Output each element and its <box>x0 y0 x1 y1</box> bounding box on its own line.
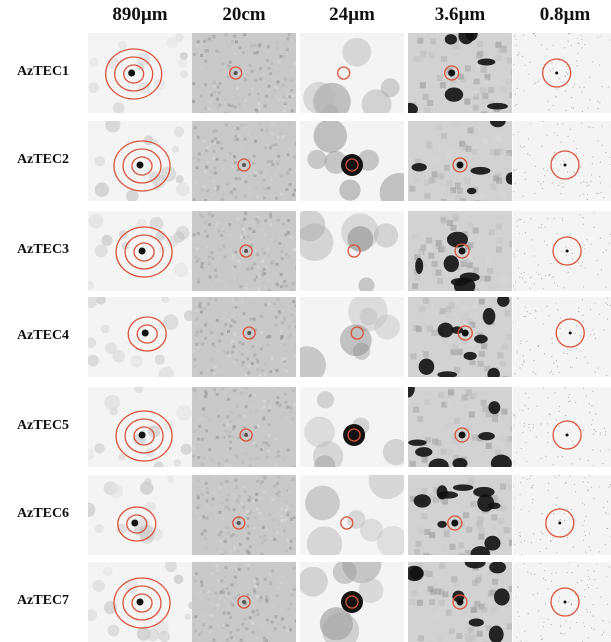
cutout-aztec7-1 <box>88 562 192 642</box>
cutout-aztec7-5 <box>513 562 611 642</box>
cutout-aztec2-1 <box>88 121 192 201</box>
row-label-aztec4: AzTEC4 <box>0 328 86 344</box>
row-label-aztec5: AzTEC5 <box>0 418 86 434</box>
cutout-aztec1-5 <box>513 33 611 113</box>
cutout-aztec6-1 <box>88 475 192 555</box>
cutout-aztec2-2 <box>192 121 296 201</box>
cutout-aztec4-3 <box>300 297 404 377</box>
cutout-aztec5-1 <box>88 387 192 467</box>
cutout-aztec4-1 <box>88 297 192 377</box>
cutout-aztec7-4 <box>408 562 512 642</box>
cutout-aztec4-5 <box>513 297 611 377</box>
cutout-aztec7-2 <box>192 562 296 642</box>
row-label-aztec6: AzTEC6 <box>0 506 86 522</box>
cutout-aztec3-2 <box>192 211 296 291</box>
cutout-aztec2-5 <box>513 121 611 201</box>
cutout-aztec1-2 <box>192 33 296 113</box>
column-header-2: 20cm <box>192 4 296 26</box>
column-header-4: 3.6µm <box>408 4 512 26</box>
row-label-aztec7: AzTEC7 <box>0 593 86 609</box>
row-label-aztec2: AzTEC2 <box>0 152 86 168</box>
cutout-aztec3-4 <box>408 211 512 291</box>
cutout-aztec5-5 <box>513 387 611 467</box>
column-header-5: 0.8µm <box>513 4 611 26</box>
cutout-aztec1-4 <box>408 33 512 113</box>
cutout-aztec2-4 <box>408 121 512 201</box>
row-label-aztec1: AzTEC1 <box>0 64 86 80</box>
cutout-aztec4-2 <box>192 297 296 377</box>
cutout-aztec1-3 <box>300 33 404 113</box>
cutout-aztec5-3 <box>300 387 404 467</box>
cutout-aztec3-5 <box>513 211 611 291</box>
column-header-3: 24µm <box>300 4 404 26</box>
cutout-aztec3-3 <box>300 211 404 291</box>
cutout-aztec4-4 <box>408 297 512 377</box>
cutout-aztec6-5 <box>513 475 611 555</box>
row-label-aztec3: AzTEC3 <box>0 242 86 258</box>
column-header-1: 890µm <box>88 4 192 26</box>
cutout-aztec6-3 <box>300 475 404 555</box>
cutout-aztec7-3 <box>300 562 404 642</box>
cutout-aztec3-1 <box>88 211 192 291</box>
cutout-aztec1-1 <box>88 33 192 113</box>
cutout-aztec6-2 <box>192 475 296 555</box>
cutout-aztec2-3 <box>300 121 404 201</box>
cutout-aztec5-2 <box>192 387 296 467</box>
cutout-aztec5-4 <box>408 387 512 467</box>
cutout-aztec6-4 <box>408 475 512 555</box>
